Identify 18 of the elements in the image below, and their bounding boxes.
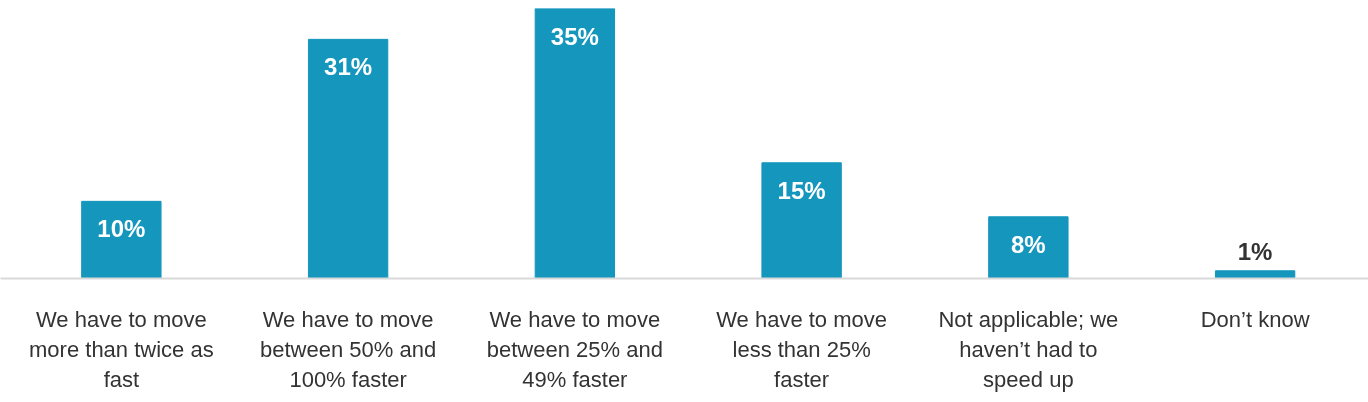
data-label: 8% bbox=[1011, 230, 1046, 258]
x-tick-label: Don’t know bbox=[1200, 306, 1310, 332]
bar bbox=[307, 38, 389, 279]
data-label: 35% bbox=[550, 22, 599, 50]
bar bbox=[534, 8, 616, 279]
data-label: 10% bbox=[97, 215, 146, 243]
bar bbox=[81, 200, 162, 279]
data-label: 31% bbox=[324, 53, 373, 81]
data-label: 15% bbox=[777, 176, 826, 204]
bar bbox=[988, 216, 1069, 279]
bar bbox=[1214, 270, 1296, 279]
x-tick-label: We have to move more than twice as fast bbox=[29, 306, 214, 392]
x-tick-label: Not applicable; we haven’t had to speed up bbox=[938, 306, 1119, 392]
x-tick-label: We have to move less than 25% faster bbox=[716, 306, 888, 392]
x-tick-label: We have to move between 25% and 49% faster bbox=[486, 306, 663, 392]
bar bbox=[761, 162, 842, 279]
data-label: 1% bbox=[1237, 237, 1273, 265]
x-tick-label: We have to move between 50% and 100% faster bbox=[260, 306, 437, 392]
